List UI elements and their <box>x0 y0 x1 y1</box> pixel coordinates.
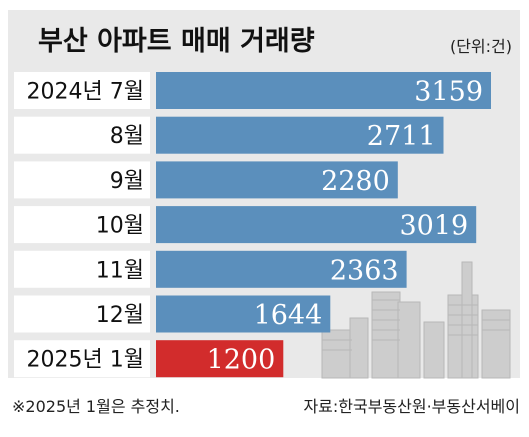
category-label-box <box>14 116 150 154</box>
category-label: 10월 <box>96 214 144 239</box>
category-label: 8월 <box>110 124 144 149</box>
bar <box>156 161 398 199</box>
bar-value-label: 2711 <box>367 121 436 152</box>
bar <box>156 295 331 333</box>
bar-rows: 2024년 7월 3159 8월 2711 9월 2280 10월 3019 11월 2363 12… <box>14 72 491 378</box>
footnote-estimate: ※2025년 1월은 추정치. <box>12 397 180 416</box>
chart-title: 부산 아파트 매매 거래량 <box>38 26 315 57</box>
category-label-box <box>14 295 150 333</box>
bar-value-label: 2280 <box>321 166 390 197</box>
bar <box>156 72 491 109</box>
category-label: 9월 <box>110 169 144 194</box>
category-label-box <box>14 250 150 288</box>
bar-highlight <box>156 340 284 378</box>
category-label: 12월 <box>96 303 144 328</box>
bar-value-label: 1644 <box>254 300 323 331</box>
bar-value-label: 3019 <box>399 211 468 242</box>
category-label-box <box>14 72 150 109</box>
category-label: 2024년 7월 <box>27 80 144 105</box>
bar-value-label: 1200 <box>207 345 276 376</box>
category-label-box <box>14 340 150 378</box>
bar-value-label: 3159 <box>414 77 483 108</box>
bar <box>156 250 407 288</box>
city-skyline-illustration <box>321 261 511 379</box>
category-label: 11월 <box>96 258 144 283</box>
category-label-box <box>14 161 150 199</box>
source-credit: 자료:한국부동산원·부동산서베이 <box>303 397 520 416</box>
bar <box>156 206 477 244</box>
bar <box>156 116 444 154</box>
bar-value-label: 2363 <box>330 255 399 286</box>
category-label: 2025년 1월 <box>27 348 144 373</box>
unit-label: (단위:건) <box>450 37 512 56</box>
category-label-box <box>14 206 150 244</box>
